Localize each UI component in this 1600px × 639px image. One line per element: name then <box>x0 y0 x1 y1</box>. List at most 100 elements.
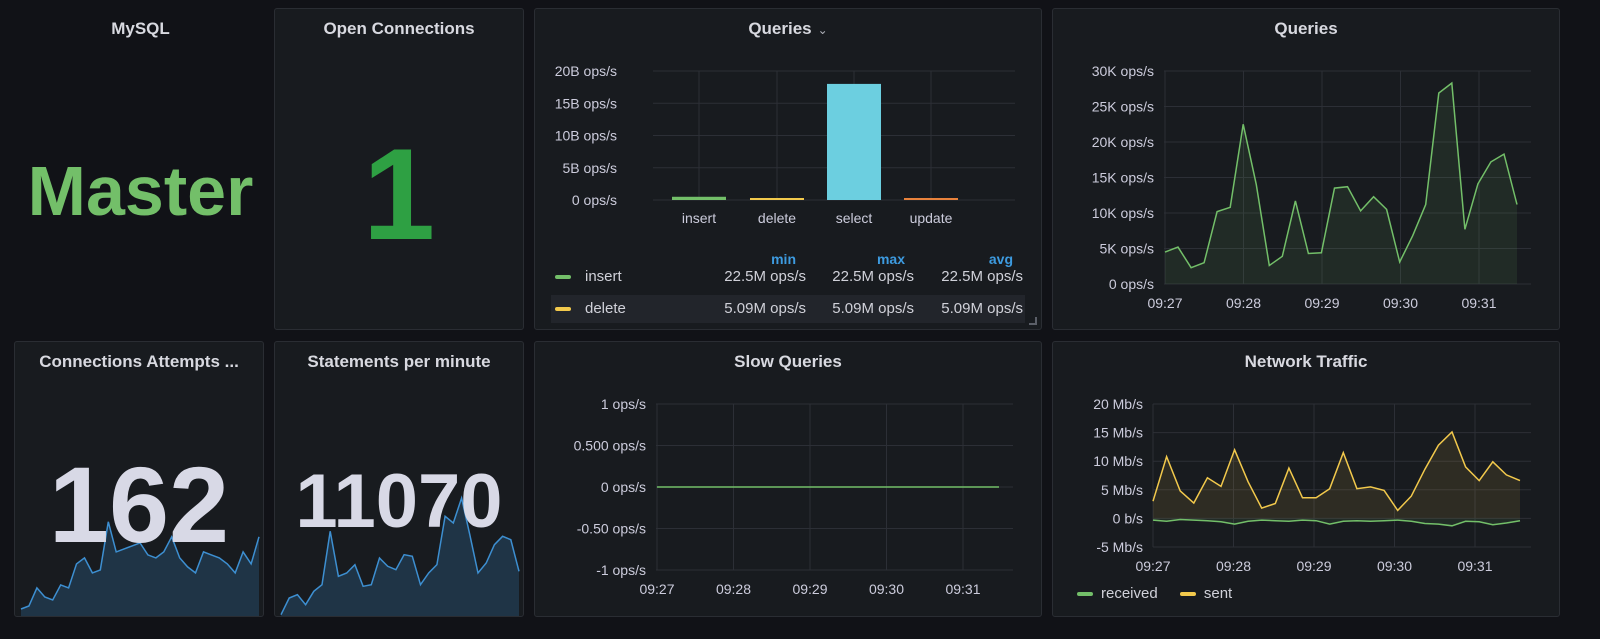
x-tick-label: 09:30 <box>1383 295 1418 311</box>
panel-connections-attempts[interactable]: Connections Attempts ... 162 <box>14 341 264 617</box>
panel-title[interactable]: Network Traffic <box>1244 352 1368 371</box>
x-tick-label: 09:31 <box>1461 295 1496 311</box>
sparkline-area <box>281 498 519 616</box>
panel-mysql[interactable]: MySQL Master <box>14 8 267 330</box>
connections-sparkline <box>20 521 260 616</box>
x-tick-label: 09:28 <box>1226 295 1261 311</box>
panel-title[interactable]: Slow Queries <box>734 352 842 371</box>
y-tick-label: -0.50 ops/s <box>577 521 646 537</box>
x-tick-label: 09:29 <box>1304 295 1339 311</box>
panel-open-connections[interactable]: Open Connections 1 <box>274 8 524 330</box>
legend-header-max[interactable]: max <box>876 251 905 267</box>
y-tick-label: 20B ops/s <box>555 63 617 79</box>
panel-title[interactable]: Statements per minute <box>307 352 491 371</box>
mysql-role-value: Master <box>27 152 254 230</box>
y-tick-label: 0.500 ops/s <box>574 438 646 454</box>
y-tick-label: 5B ops/s <box>563 160 617 176</box>
legend-series-name: received <box>1101 585 1158 602</box>
sparkline-area <box>21 521 259 616</box>
panel-network-traffic[interactable]: Network Traffic -5 Mb/s 0 b/s 5 Mb/s 10 Mb/… <box>1052 341 1560 617</box>
connections-attempts-value: 162 <box>48 444 230 565</box>
x-tick-label: 09:31 <box>1457 558 1492 574</box>
x-tick-label: 09:31 <box>945 581 980 597</box>
y-tick-label: 25K ops/s <box>1092 99 1154 115</box>
series-line-sent <box>1152 430 1521 512</box>
legend-series-name: sent <box>1203 585 1233 602</box>
legend-item-received[interactable]: received <box>1077 585 1158 602</box>
legend-series-name: insert <box>585 268 622 285</box>
bar-select <box>827 83 881 200</box>
panel-slow-queries[interactable]: Slow Queries -1 ops/s -0.50 ops/s 0 ops/s 0… <box>534 341 1042 617</box>
queries-bar-chart: 0 ops/s 5B ops/s 10B ops/s 15B ops/s 20B ops… <box>555 63 1015 226</box>
legend-max: 22.5M ops/s <box>832 268 914 285</box>
sparkline-line <box>280 495 520 616</box>
y-tick-label: 0 ops/s <box>601 479 646 495</box>
legend-min: 22.5M ops/s <box>724 268 806 285</box>
sparkline-line <box>20 521 260 610</box>
x-tick-label: 09:29 <box>1296 558 1331 574</box>
resize-handle[interactable] <box>1029 317 1037 325</box>
panel-title[interactable]: Queries ⌄ <box>535 19 1041 39</box>
y-tick-label: -5 Mb/s <box>1096 539 1143 555</box>
x-tick-label: 09:27 <box>1147 295 1182 311</box>
x-tick-label: 09:29 <box>792 581 827 597</box>
panel-statements-per-minute[interactable]: Statements per minute 11070 <box>274 341 524 617</box>
legend-header-avg[interactable]: avg <box>988 251 1013 267</box>
y-tick-label: 10 Mb/s <box>1093 453 1143 469</box>
legend-row-delete[interactable]: delete 5.09M ops/s 5.09M ops/s 5.09M ops… <box>551 295 1025 323</box>
x-tick-label: 09:28 <box>716 581 751 597</box>
panel-queries-bar[interactable]: Queries ⌄ 0 ops/s 5B ops/s 10B ops/s 15B ops… <box>534 8 1042 330</box>
y-tick-label: 10K ops/s <box>1092 205 1154 221</box>
panel-title[interactable]: Connections Attempts ... <box>39 352 239 371</box>
bar-delete <box>750 198 804 200</box>
x-tick-label: 09:28 <box>1216 558 1251 574</box>
y-tick-label: 30K ops/s <box>1092 63 1154 79</box>
panel-title[interactable]: Queries <box>1274 19 1338 38</box>
statements-per-minute-value: 11070 <box>295 459 503 544</box>
panel-title-text: Queries <box>748 19 812 38</box>
series-area-sent <box>1153 432 1520 519</box>
legend-series-name: delete <box>585 300 626 317</box>
legend-swatch <box>555 275 571 279</box>
chevron-down-icon[interactable]: ⌄ <box>817 23 828 37</box>
y-tick-label: 20K ops/s <box>1092 134 1154 150</box>
slow-queries-chart: -1 ops/s -0.50 ops/s 0 ops/s 0.500 ops/s 1 o… <box>574 396 1013 597</box>
x-category-label: update <box>910 210 953 226</box>
legend-swatch <box>555 307 571 311</box>
statements-sparkline <box>280 495 520 616</box>
legend-min: 5.09M ops/s <box>724 300 806 317</box>
bar-insert <box>672 196 726 200</box>
series-line-series <box>1164 81 1518 269</box>
open-connections-value: 1 <box>362 121 436 267</box>
panel-title[interactable]: MySQL <box>111 19 170 38</box>
panel-title[interactable]: Open Connections <box>323 19 475 38</box>
x-tick-label: 09:30 <box>1377 558 1412 574</box>
y-tick-label: 0 b/s <box>1113 510 1143 526</box>
y-tick-label: -1 ops/s <box>596 562 646 578</box>
x-category-label: delete <box>758 210 796 226</box>
legend-swatch <box>1077 592 1093 597</box>
queries-time-series-chart: 0 ops/s 5K ops/s 10K ops/s 15K ops/s 20K ops… <box>1092 63 1531 311</box>
y-tick-label: 5K ops/s <box>1100 241 1154 257</box>
legend-avg: 22.5M ops/s <box>941 268 1023 285</box>
y-tick-label: 0 ops/s <box>572 192 617 208</box>
y-tick-label: 1 ops/s <box>601 396 646 412</box>
legend-swatch <box>1179 592 1196 597</box>
x-tick-label: 09:30 <box>869 581 904 597</box>
legend-avg: 5.09M ops/s <box>941 300 1023 317</box>
y-tick-label: 20 Mb/s <box>1093 396 1143 412</box>
legend-row-insert[interactable]: insert 22.5M ops/s 22.5M ops/s 22.5M ops… <box>551 263 1025 291</box>
x-category-label: select <box>836 210 873 226</box>
series-line-received <box>1152 518 1521 527</box>
network-legend: received sent <box>1077 585 1250 602</box>
y-tick-label: 15K ops/s <box>1092 170 1154 186</box>
y-tick-label: 5 Mb/s <box>1101 482 1143 498</box>
legend-max: 5.09M ops/s <box>832 300 914 317</box>
legend-header-min[interactable]: min <box>771 251 796 267</box>
bar-update <box>904 198 958 200</box>
y-tick-label: 0 ops/s <box>1109 276 1154 292</box>
legend-item-sent[interactable]: sent <box>1179 585 1233 602</box>
panel-queries-line[interactable]: Queries 0 ops/s 5K ops/s 10K ops/s 15K ops/… <box>1052 8 1560 330</box>
y-tick-label: 10B ops/s <box>555 128 617 144</box>
series-area-series <box>1165 83 1517 284</box>
